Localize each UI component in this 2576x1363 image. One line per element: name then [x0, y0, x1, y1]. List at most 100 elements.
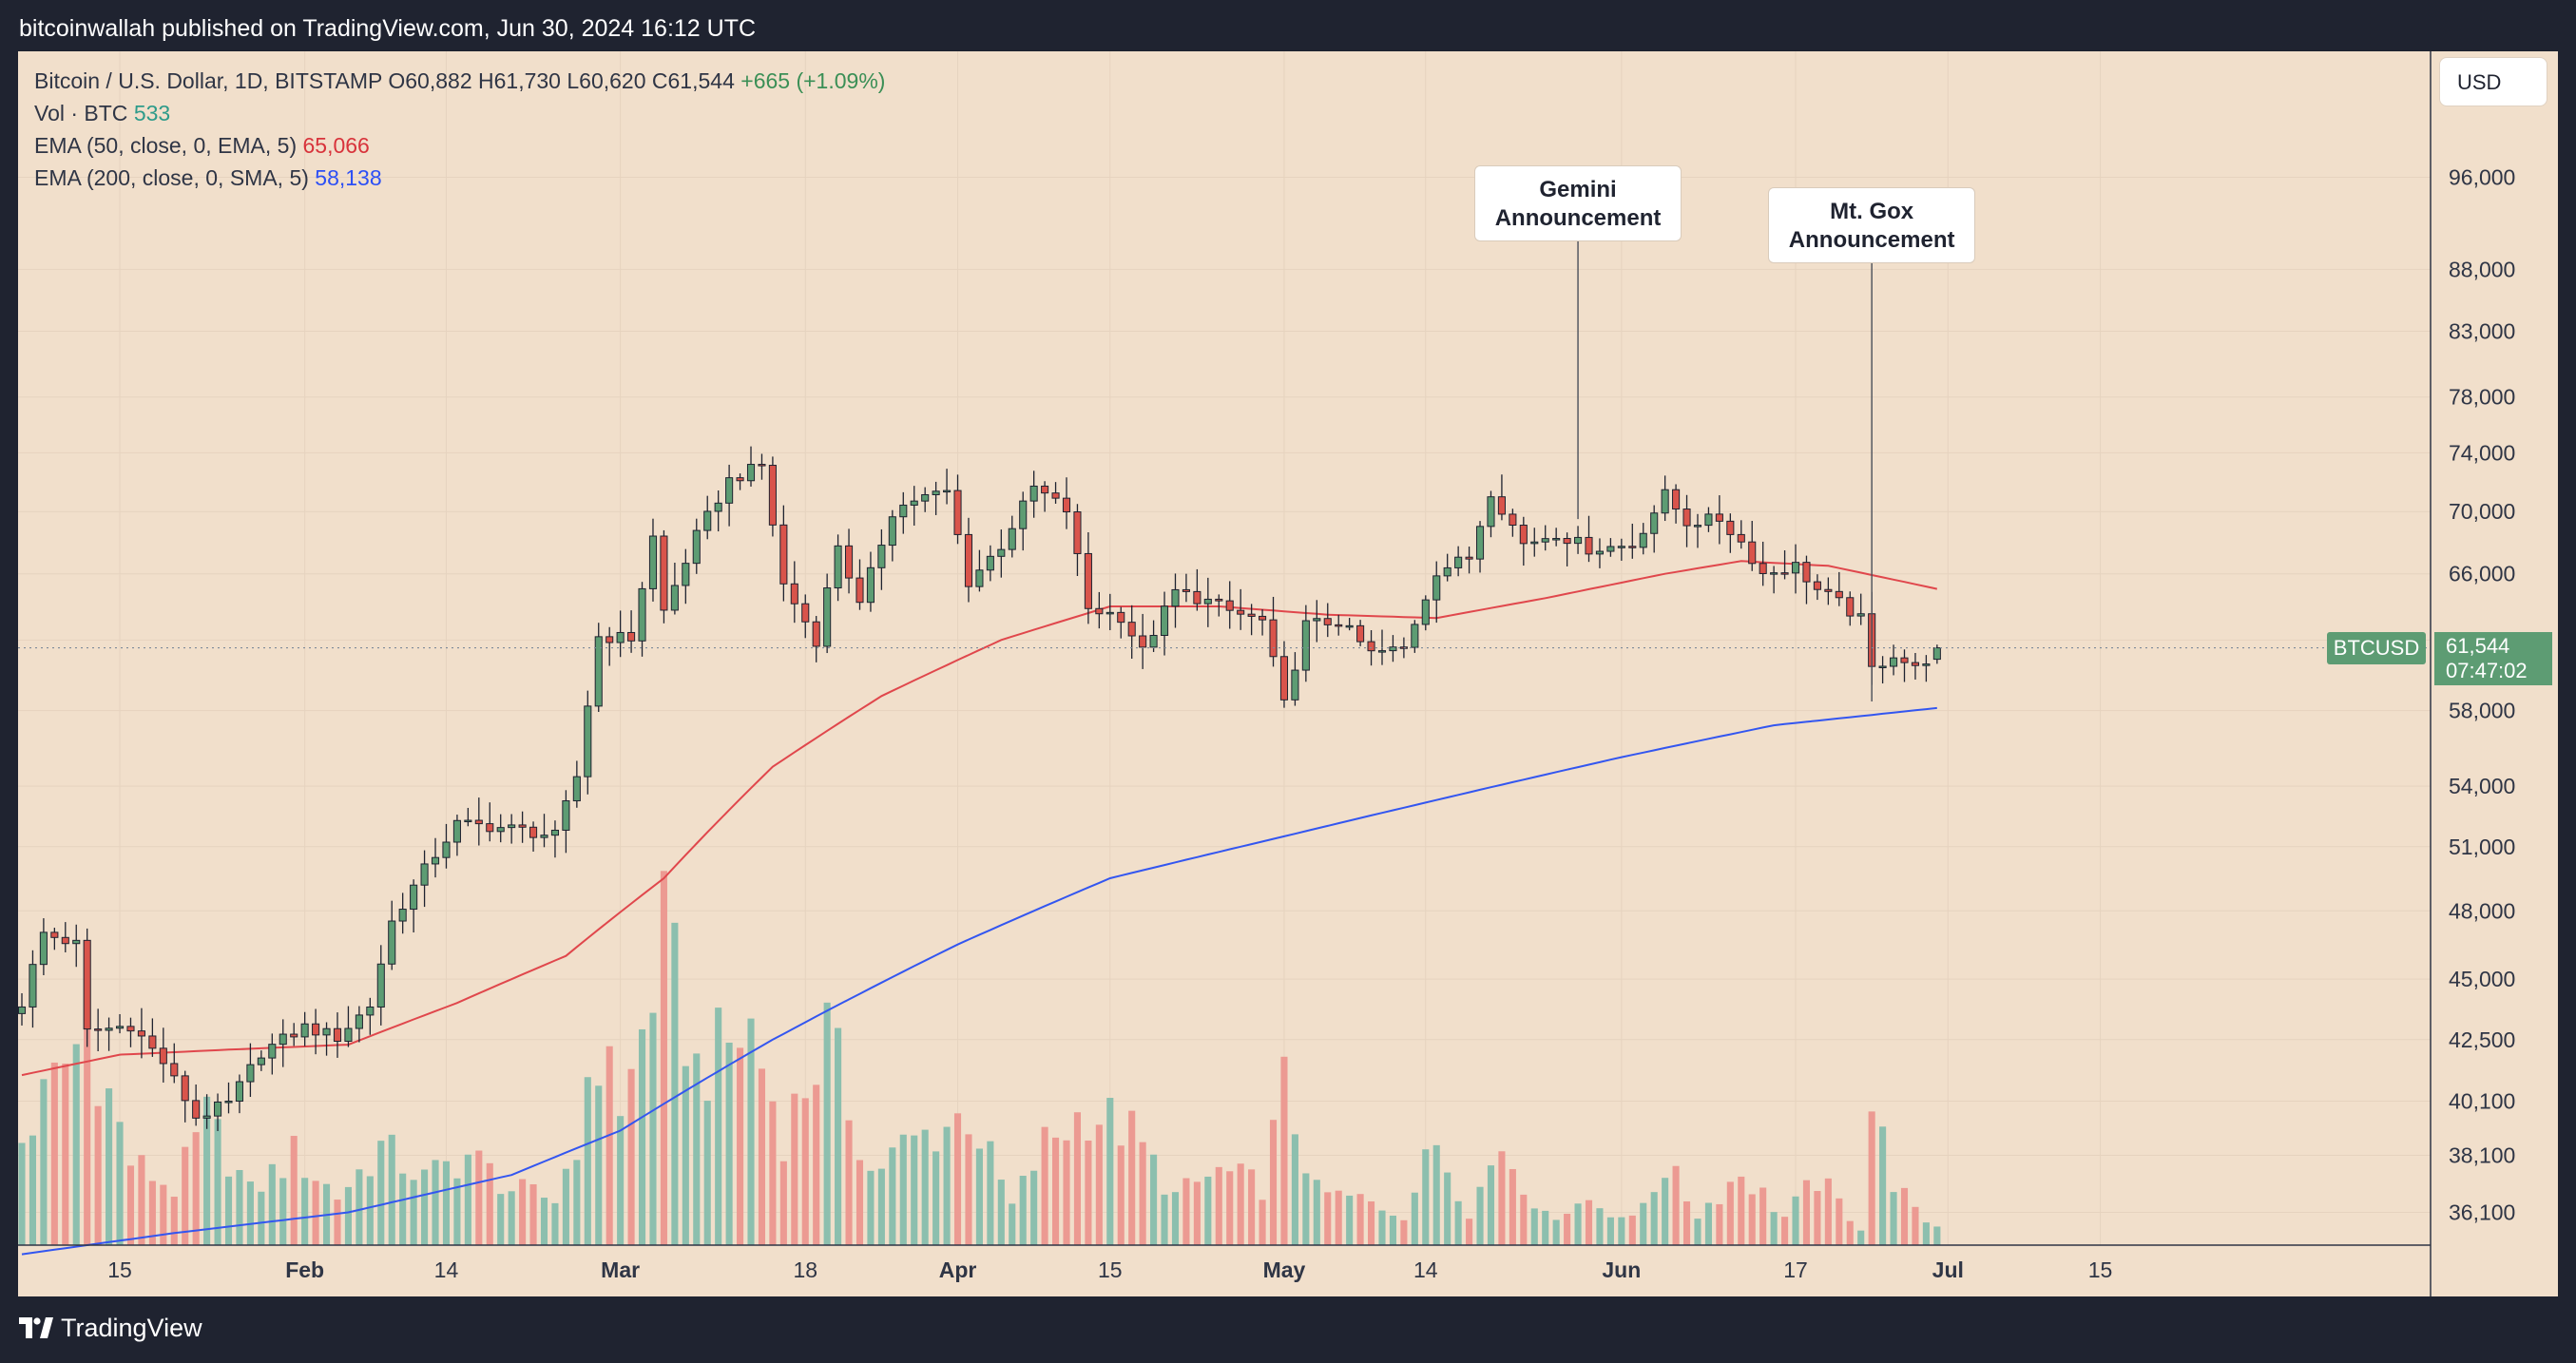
- legend-ema200-row[interactable]: EMA (200, close, 0, SMA, 5) 58,138: [34, 162, 885, 194]
- tradingview-brand[interactable]: TradingView: [61, 1314, 202, 1342]
- candle: [518, 811, 527, 843]
- volume-bar: [1628, 1215, 1636, 1245]
- candle-body: [1051, 492, 1060, 499]
- volume-bar: [1879, 1126, 1887, 1245]
- candle: [1748, 521, 1757, 571]
- candle: [376, 945, 385, 1026]
- volume-bar: [1596, 1208, 1604, 1245]
- candle-body: [1497, 496, 1506, 515]
- candle: [1269, 596, 1278, 667]
- mtgox-annotation[interactable]: Mt. Gox Announcement: [1768, 187, 1976, 263]
- volume-bar: [965, 1134, 972, 1245]
- candle-body: [268, 1044, 277, 1059]
- candle: [1595, 538, 1605, 568]
- candle: [540, 814, 548, 848]
- volume-bar: [1335, 1190, 1342, 1245]
- candle: [572, 760, 581, 808]
- candle-body: [1770, 572, 1778, 575]
- candle: [290, 1023, 298, 1046]
- candle: [115, 1014, 125, 1034]
- volume-bar: [1704, 1202, 1712, 1245]
- candle-body: [932, 490, 940, 495]
- volume-bar: [682, 1065, 689, 1245]
- candle-body: [1922, 663, 1931, 666]
- legend-volume-row[interactable]: Vol · BTC 533: [34, 97, 885, 129]
- candle: [1008, 515, 1016, 558]
- volume-bar: [50, 1062, 58, 1245]
- candle: [1247, 604, 1256, 636]
- candle-body: [442, 841, 451, 858]
- candle: [508, 814, 516, 844]
- candle-body: [1377, 650, 1387, 653]
- gemini-annotation[interactable]: Gemini Announcement: [1474, 165, 1682, 241]
- x-tick-label: Feb: [285, 1257, 324, 1282]
- candle-body: [126, 1026, 135, 1032]
- candle: [344, 1006, 353, 1047]
- candle-body: [496, 827, 505, 833]
- volume-bar: [366, 1176, 374, 1245]
- candle-body: [312, 1023, 320, 1036]
- volume-bar: [1269, 1120, 1278, 1245]
- candle: [627, 610, 636, 653]
- candle: [452, 815, 461, 856]
- x-tick-label: Mar: [601, 1257, 640, 1282]
- x-tick-label: 17: [1783, 1257, 1808, 1282]
- candle-body: [1802, 562, 1811, 583]
- candle-body: [758, 464, 766, 467]
- candle-body: [1813, 581, 1821, 590]
- candle: [1149, 620, 1158, 652]
- candle-body: [823, 587, 832, 647]
- volume-bar: [1248, 1169, 1256, 1245]
- candle-body: [1846, 597, 1855, 617]
- candle: [746, 446, 756, 487]
- volume-bar: [344, 1186, 352, 1245]
- volume-bar: [160, 1184, 167, 1245]
- candle: [1835, 571, 1843, 606]
- volume-bar: [1139, 1142, 1146, 1245]
- volume-bar: [671, 922, 679, 1245]
- candle-body: [1411, 624, 1419, 648]
- volume-bar: [1476, 1186, 1484, 1245]
- candle: [1389, 635, 1397, 662]
- volume-bar: [1432, 1144, 1440, 1245]
- candle: [975, 549, 984, 592]
- candle: [1225, 581, 1234, 629]
- volume-bar: [1814, 1191, 1821, 1245]
- volume-bar: [224, 1176, 233, 1245]
- x-tick-label: Jun: [1602, 1257, 1641, 1282]
- candle-body: [1203, 598, 1212, 605]
- candle-body: [1193, 590, 1201, 605]
- candle-body: [1748, 541, 1757, 565]
- x-tick-label: 15: [107, 1257, 132, 1282]
- candle-body: [1475, 526, 1485, 560]
- y-tick-label: 54,000: [2449, 774, 2515, 798]
- candle-body: [1399, 646, 1408, 649]
- volume-bar: [1846, 1220, 1854, 1245]
- volume-bar: [279, 1178, 287, 1245]
- candle: [1574, 526, 1583, 554]
- candle-body: [366, 1006, 375, 1016]
- legend-ema50-row[interactable]: EMA (50, close, 0, EMA, 5) 65,066: [34, 129, 885, 162]
- author-name[interactable]: bitcoinwallah: [19, 15, 156, 42]
- candle: [496, 814, 505, 843]
- candle-body: [1628, 546, 1637, 548]
- volume-bar: [1890, 1192, 1897, 1245]
- volume-bar: [1095, 1124, 1103, 1245]
- candle-body: [105, 1027, 113, 1031]
- candle-body: [888, 516, 896, 547]
- volume-bar: [1193, 1181, 1201, 1245]
- candle: [1606, 538, 1615, 557]
- candle: [181, 1070, 189, 1123]
- currency-button[interactable]: USD: [2439, 57, 2547, 106]
- tradingview-logo-icon[interactable]: [19, 1317, 53, 1338]
- symbol-price-tag: BTCUSD: [2327, 631, 2426, 664]
- symbol-description[interactable]: Bitcoin / U.S. Dollar, 1D, BITSTAMP: [34, 68, 382, 93]
- candle: [257, 1050, 265, 1071]
- volume-bar: [1759, 1187, 1767, 1245]
- volume-bar: [769, 1101, 777, 1245]
- volume-bar: [1836, 1198, 1843, 1245]
- candle: [431, 837, 440, 878]
- price-chart[interactable]: 36,100 38,100 40,100 42,500 45,000 48,000 51,0…: [18, 51, 2558, 1296]
- candle-body: [638, 587, 646, 642]
- volume-bar: [1552, 1219, 1560, 1245]
